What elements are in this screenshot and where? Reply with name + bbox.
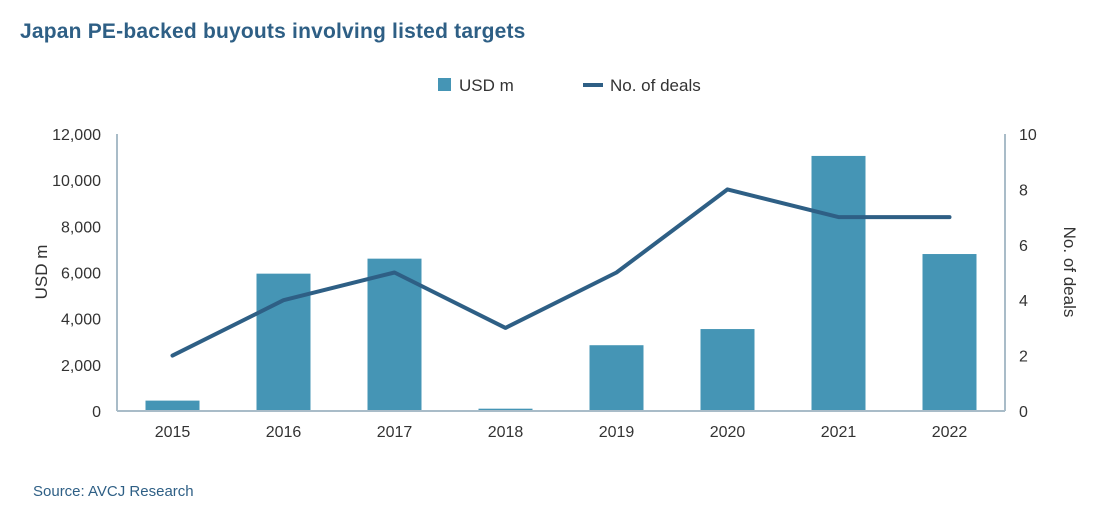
y2-axis-label: No. of deals xyxy=(1060,227,1079,318)
x-tick-label: 2021 xyxy=(821,424,857,441)
bar-2018 xyxy=(478,408,533,411)
bar-2020 xyxy=(700,329,755,411)
legend-swatch-usd xyxy=(438,78,451,91)
y2-tick-label: 4 xyxy=(1019,293,1028,310)
tick-labels: 0 2,000 4,000 6,000 8,000 10,000 12,000 0 2 4 6 8 10… xyxy=(52,127,1037,441)
legend-label-usd: USD m xyxy=(459,76,514,95)
y2-tick-label: 8 xyxy=(1019,182,1028,199)
source-note: Source: AVCJ Research xyxy=(33,483,194,500)
bar-2019 xyxy=(589,345,644,411)
legend: USD m No. of deals xyxy=(438,76,701,95)
chart-title: Japan PE-backed buyouts involving listed… xyxy=(20,20,526,43)
bar-series xyxy=(145,155,977,411)
bar-2021 xyxy=(811,155,866,411)
y2-tick-label: 6 xyxy=(1019,238,1028,255)
x-tick-label: 2015 xyxy=(155,424,191,441)
bar-2015 xyxy=(145,400,200,411)
x-tick-label: 2022 xyxy=(932,424,968,441)
y-tick-label: 12,000 xyxy=(52,127,101,144)
y2-tick-label: 0 xyxy=(1019,404,1028,421)
bar-2017 xyxy=(367,258,422,411)
line-series xyxy=(170,187,952,358)
y-tick-label: 2,000 xyxy=(61,358,101,375)
x-tick-label: 2020 xyxy=(710,424,746,441)
y-tick-label: 8,000 xyxy=(61,219,101,236)
y-tick-label: 10,000 xyxy=(52,173,101,190)
x-tick-label: 2019 xyxy=(599,424,635,441)
x-tick-label: 2017 xyxy=(377,424,413,441)
y-tick-label: 4,000 xyxy=(61,312,101,329)
deals-line xyxy=(170,187,952,358)
y-tick-label: 0 xyxy=(92,404,101,421)
y2-tick-label: 2 xyxy=(1019,349,1028,366)
legend-label-deals: No. of deals xyxy=(610,76,701,95)
bar-2022 xyxy=(922,254,977,411)
x-tick-label: 2018 xyxy=(488,424,524,441)
axes xyxy=(116,134,1006,412)
x-tick-label: 2016 xyxy=(266,424,302,441)
y-tick-label: 6,000 xyxy=(61,266,101,283)
y2-tick-label: 10 xyxy=(1019,127,1037,144)
y-axis-label: USD m xyxy=(32,245,51,300)
